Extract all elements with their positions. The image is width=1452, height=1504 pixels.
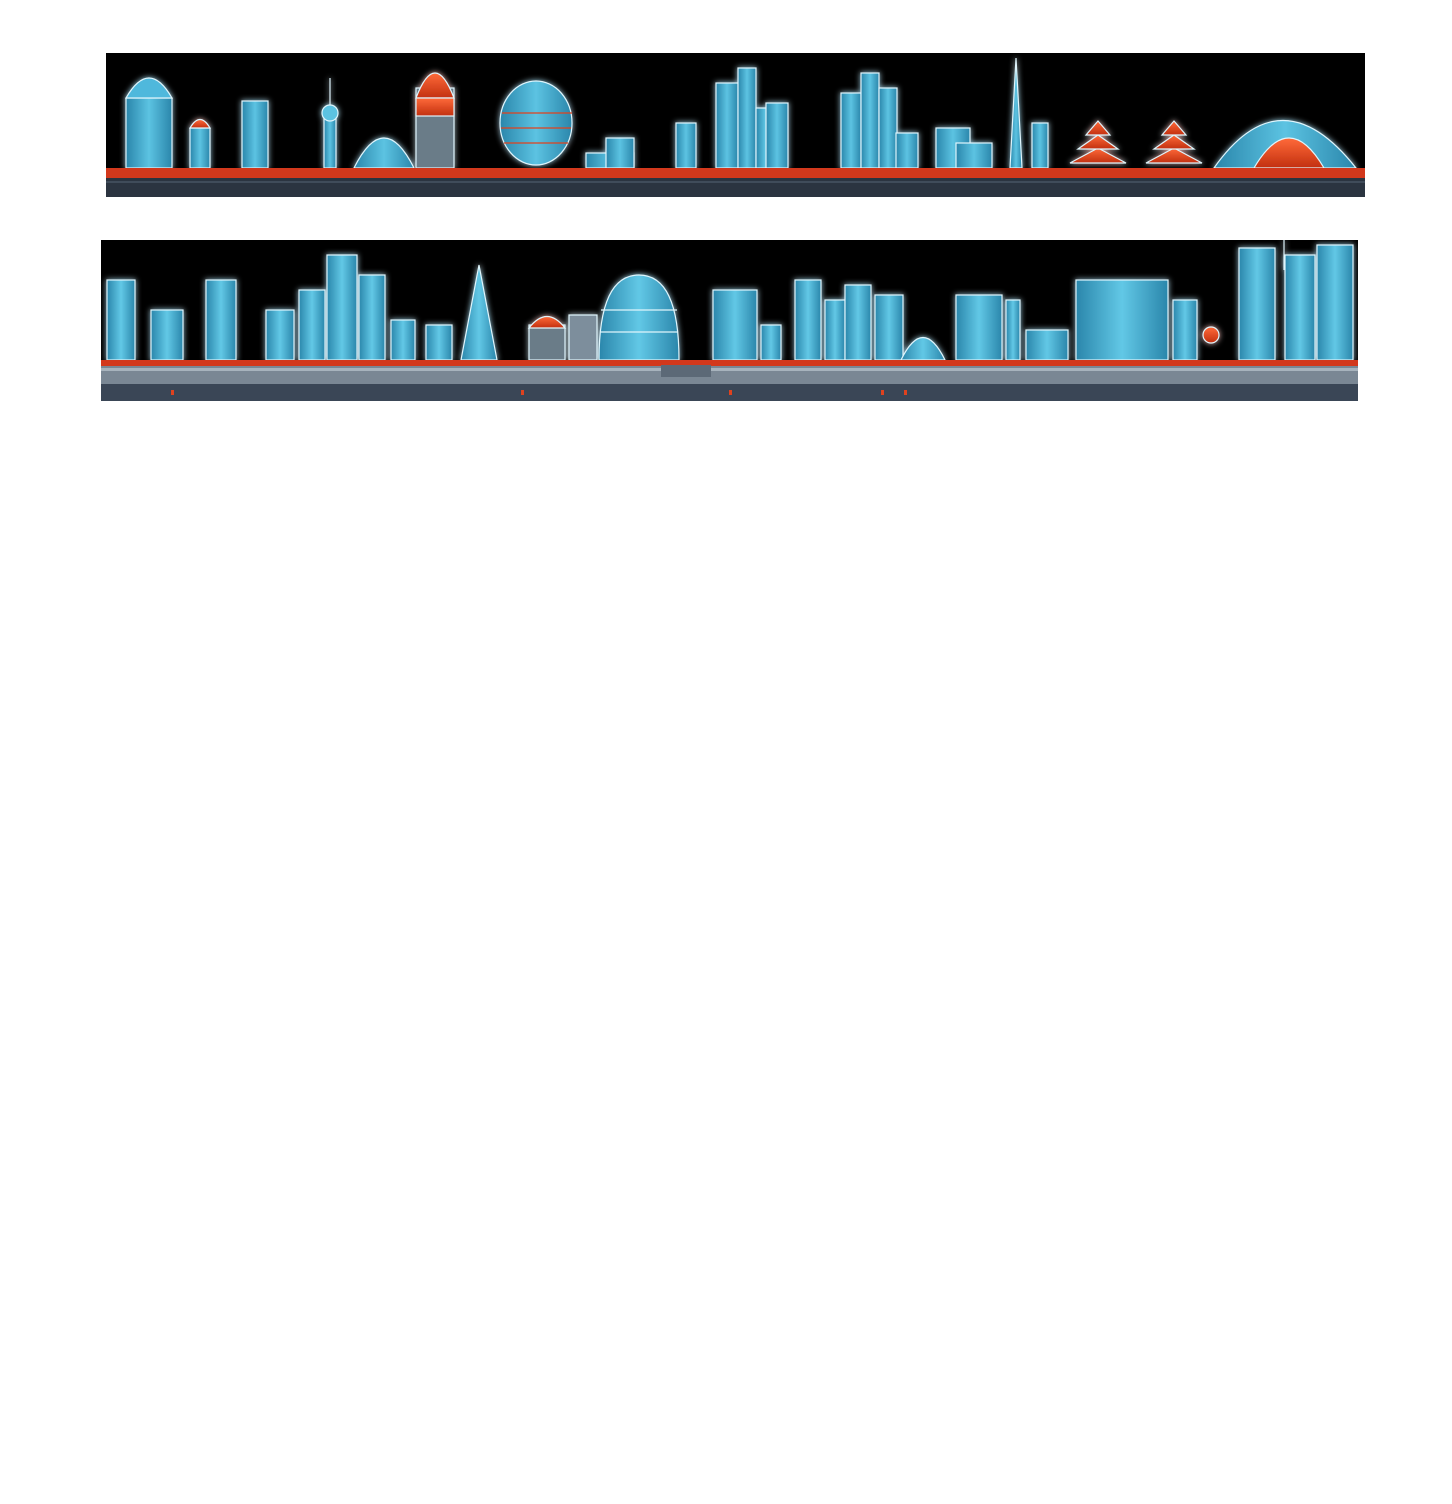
rail-track xyxy=(106,168,1365,178)
skyline-bottom-graphic xyxy=(101,240,1358,401)
base-platform xyxy=(106,178,1365,197)
skyline-strip-top xyxy=(106,53,1365,197)
rail-track xyxy=(101,360,1358,366)
skyline-top-graphic xyxy=(106,53,1365,197)
tower-building xyxy=(125,97,173,169)
skyline-strip-bottom xyxy=(101,240,1358,401)
